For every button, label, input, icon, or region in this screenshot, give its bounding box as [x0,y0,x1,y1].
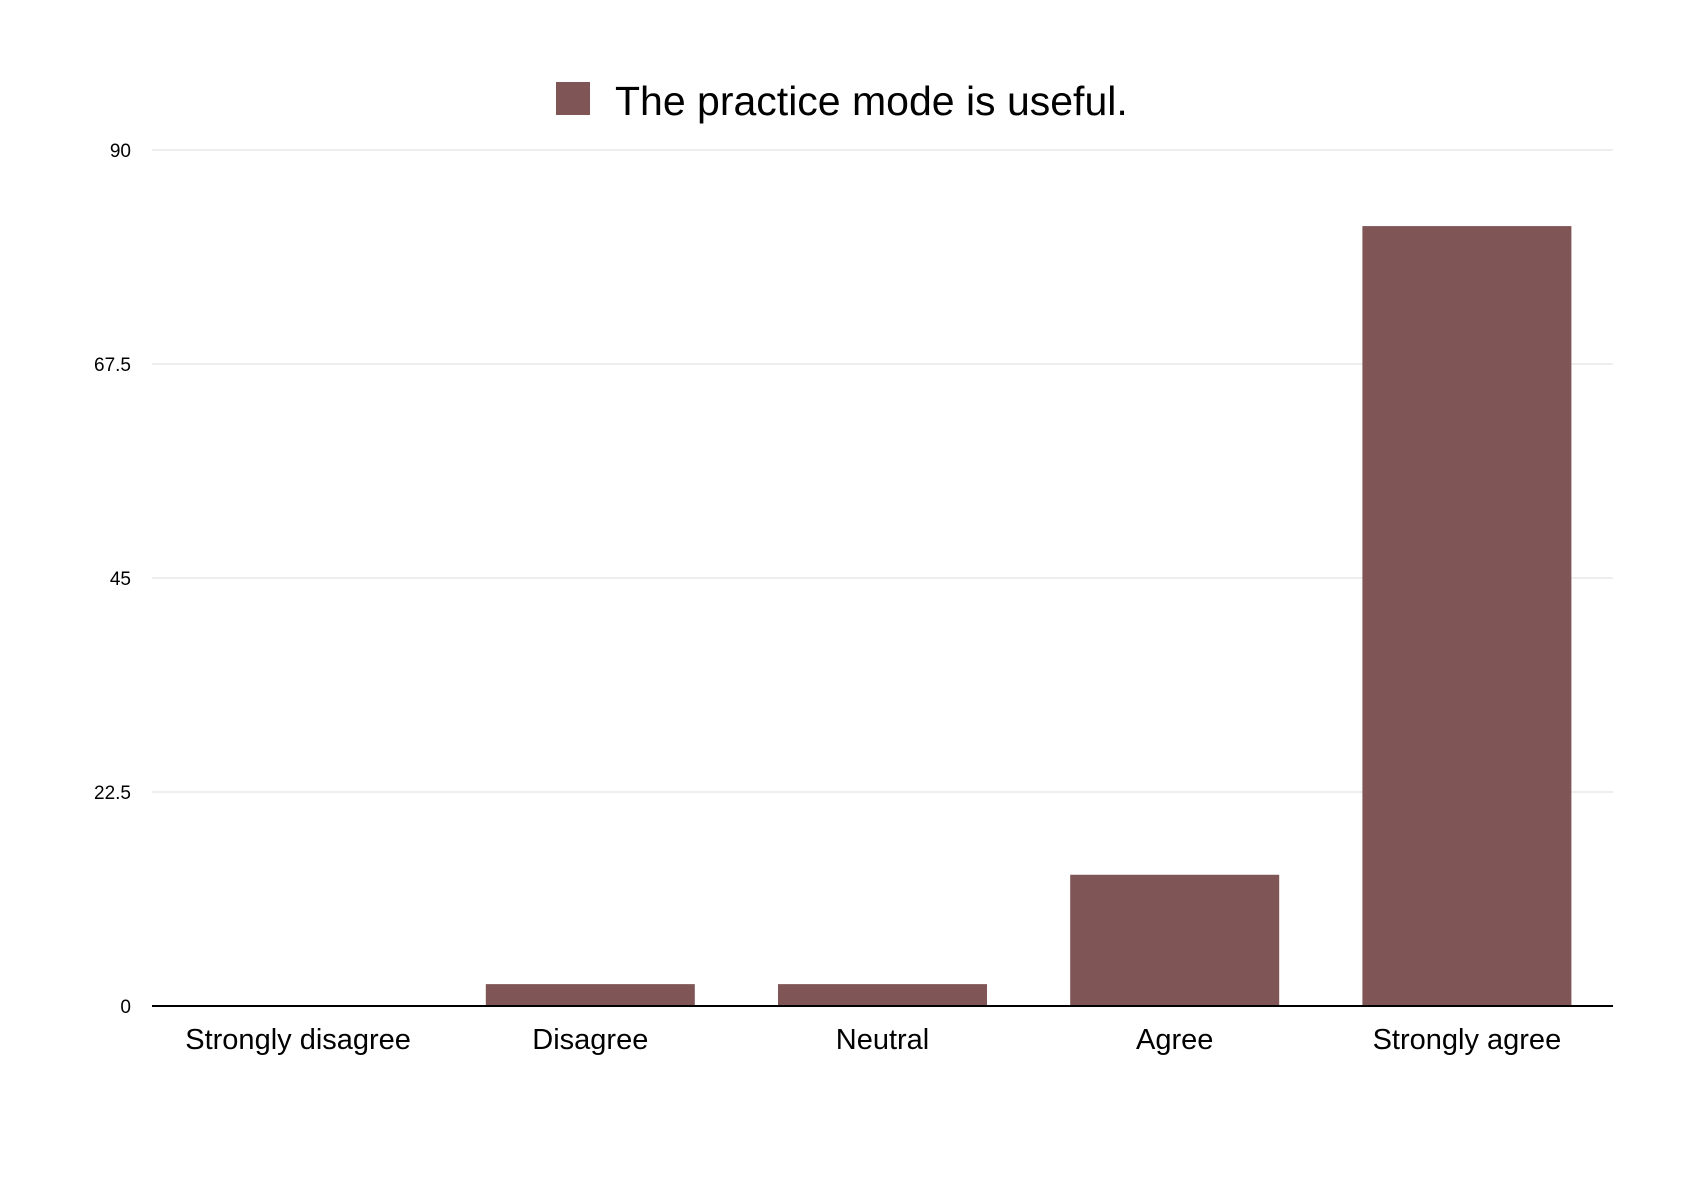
legend-label: The practice mode is useful. [615,78,1128,124]
x-category-label: Strongly agree [1373,1024,1562,1056]
bar [1070,874,1280,1006]
x-axis-category-labels: Strongly disagree Disagree Neutral Agree Str… [185,1024,1561,1056]
y-tick-label: 90 [110,141,131,162]
x-category-label: Agree [1136,1024,1213,1056]
x-category-label: Neutral [836,1024,930,1056]
y-tick-label: 22.5 [94,783,131,804]
y-tick-label: 67.5 [94,355,131,376]
x-category-label: Strongly disagree [185,1024,411,1056]
y-axis-tick-labels: 0 22.5 45 67.5 90 [94,141,131,1018]
legend-swatch [556,82,590,115]
bar [485,984,695,1006]
y-tick-label: 45 [110,569,131,590]
bar [1362,226,1572,1007]
y-tick-label: 0 [120,997,131,1018]
legend: The practice mode is useful. [556,78,1128,124]
x-category-label: Disagree [532,1024,648,1056]
bars [485,226,1572,1007]
bar [778,984,987,1006]
